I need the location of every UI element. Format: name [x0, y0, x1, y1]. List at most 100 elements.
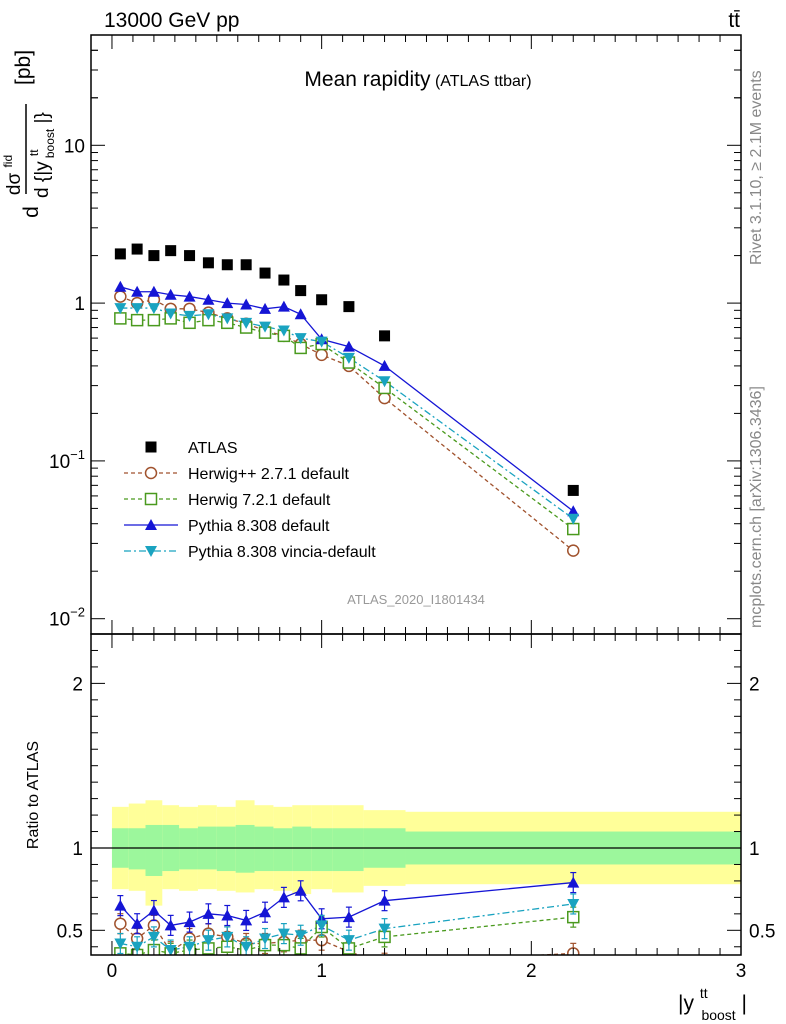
- ratio-y-tick-label: 2: [72, 674, 83, 695]
- ratio-point: [567, 876, 580, 888]
- data-point: [567, 484, 579, 496]
- data-point: [202, 309, 215, 321]
- data-point: [164, 288, 177, 300]
- ratio-y-tick-label: 1: [72, 839, 83, 860]
- ylabel-d: d: [20, 206, 43, 218]
- data-point: [240, 317, 253, 329]
- analysis-label: ATLAS_2020_I1801434: [347, 592, 485, 607]
- xlabel-sub: boost: [701, 1007, 735, 1023]
- y-tick-label: 10−2: [49, 605, 85, 631]
- ratio-point: [342, 935, 355, 947]
- energy-label: 13000 GeV pp: [104, 9, 239, 32]
- data-point: [567, 513, 580, 525]
- y-tick-base: 10: [49, 610, 70, 631]
- x-tick-label: 1: [316, 961, 327, 982]
- data-point: [259, 302, 272, 314]
- ratio-point: [378, 894, 391, 906]
- x-tick-label: 3: [736, 961, 747, 982]
- data-point: [147, 303, 160, 315]
- ratio-point: [567, 898, 580, 910]
- ratio-point: [221, 909, 234, 921]
- data-point: [342, 340, 355, 352]
- ratio-y-tick-label: 1: [749, 839, 760, 860]
- uncertainty-band-inner: [254, 826, 274, 872]
- ratio-point: [294, 930, 307, 942]
- data-point: [315, 348, 328, 362]
- uncertainty-band-inner: [128, 828, 146, 870]
- data-point: [131, 303, 144, 315]
- ratio-point: [294, 884, 307, 896]
- data-point: [316, 294, 328, 306]
- ratio-plot-area: [91, 800, 741, 955]
- data-point: [221, 259, 233, 271]
- data-point: [259, 321, 272, 333]
- ratio-point: [131, 917, 144, 929]
- ratio-y-axis-label: Ratio to ATLAS: [25, 741, 42, 849]
- ratio-point: [342, 911, 355, 923]
- data-point: [147, 313, 161, 327]
- ratio-point: [240, 914, 253, 926]
- mcplots-label: mcplots.cern.ch [arXiv:1306.3436]: [748, 386, 765, 628]
- ratio-point: [259, 933, 272, 945]
- data-point: [114, 280, 127, 292]
- xlabel-end: |: [742, 992, 747, 1015]
- uncertainty-band-inner: [311, 828, 333, 872]
- ylabel-denom-sub: boost: [43, 128, 57, 158]
- data-point: [277, 325, 290, 337]
- data-point: [277, 300, 290, 312]
- y-tick-exp: −1: [70, 447, 85, 462]
- x-axis-label: |y tt boost |: [678, 980, 747, 1024]
- ratio-point: [147, 904, 160, 916]
- ratio-point: [202, 907, 215, 919]
- xlabel-main: |y: [678, 992, 694, 1015]
- legend-marker: [145, 441, 157, 453]
- data-point: [295, 285, 307, 297]
- legend-marker: [144, 466, 158, 480]
- data-point: [259, 267, 271, 279]
- data-point: [114, 312, 127, 325]
- xlabel-sup: tt: [700, 985, 708, 1001]
- data-point: [131, 243, 143, 255]
- data-point: [343, 301, 355, 313]
- ratio-point: [131, 941, 144, 953]
- uncertainty-band-inner: [273, 828, 293, 872]
- data-point: [294, 308, 307, 320]
- ratio-y-tick-label: 0.5: [57, 921, 83, 942]
- series-line-4: [120, 307, 574, 520]
- svg-text:d: d: [20, 206, 43, 218]
- data-point: [130, 313, 144, 327]
- uncertainty-band-inner: [145, 824, 163, 876]
- legend-label: ATLAS: [188, 440, 238, 457]
- ratio-point: [277, 928, 290, 940]
- data-point: [114, 303, 127, 315]
- uncertainty-band-inner: [292, 826, 312, 872]
- uncertainty-band-inner: [179, 828, 198, 870]
- ylabel-denom-sup: tt: [27, 149, 41, 156]
- ratio-point: [164, 945, 177, 955]
- ratio-point: [259, 906, 272, 918]
- ratio-point: [183, 916, 196, 928]
- y-tick-label: 10: [64, 136, 85, 157]
- ratio-y-tick-label: 0.5: [749, 921, 775, 942]
- data-point: [378, 359, 391, 371]
- data-point: [240, 259, 252, 271]
- data-point: [184, 250, 196, 262]
- chart-title-sub: (ATLAS ttbar): [435, 73, 532, 90]
- ratio-point: [221, 931, 234, 943]
- chart-title-main: Mean rapidity: [304, 68, 431, 91]
- data-point: [183, 310, 196, 322]
- data-point: [378, 376, 391, 388]
- legend-label: Herwig++ 2.7.1 default: [188, 466, 350, 483]
- uncertainty-band-inner: [235, 824, 255, 873]
- data-point: [378, 391, 391, 405]
- ratio-point: [114, 938, 127, 950]
- ylabel-sigma: dσ: [4, 173, 25, 196]
- data-point: [131, 285, 144, 297]
- data-point: [202, 257, 214, 269]
- svg-text:d {|y tt boost: d {|y tt boost |}: [22, 112, 59, 198]
- legend-label: Herwig 7.2.1 default: [188, 492, 331, 509]
- x-tick-label: 2: [526, 961, 537, 982]
- ylabel-denom-end: |}: [32, 112, 53, 123]
- legend-marker: [145, 546, 157, 557]
